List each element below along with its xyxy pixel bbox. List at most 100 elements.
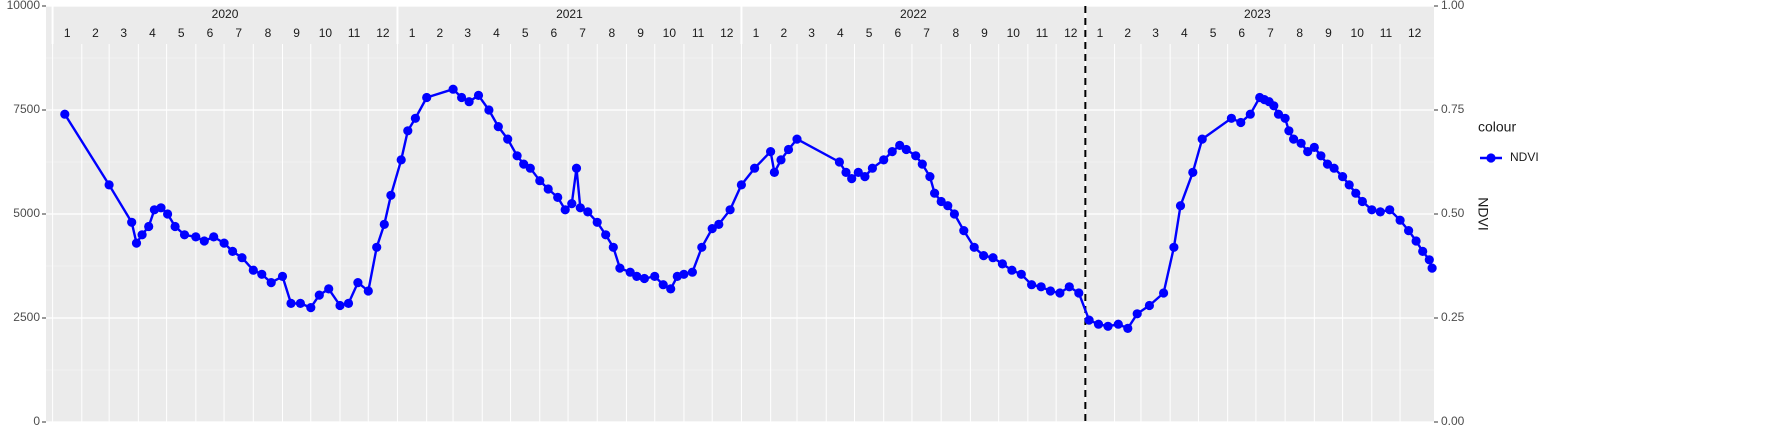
data-point [131,238,142,248]
data-point [776,155,786,165]
data-point [860,172,870,182]
month-label: 6 [1238,26,1245,40]
data-point [1132,309,1142,319]
data-point [1329,163,1339,173]
data-point [314,290,324,300]
data-point [228,246,238,256]
data-point [343,298,354,308]
data-point [543,184,553,194]
data-point [266,278,276,288]
month-label: 9 [293,26,300,40]
data-point [666,284,676,294]
data-point [988,253,998,263]
data-point [170,221,180,232]
data-point [286,298,296,308]
data-point [615,263,625,273]
data-point [1427,263,1437,273]
month-label: 5 [522,26,529,40]
data-point [841,167,851,177]
year-label: 2020 [212,7,239,21]
month-label: 2 [1124,26,1131,40]
data-point [1169,242,1179,252]
month-label: 3 [808,26,815,40]
data-point [658,280,668,290]
data-point [1280,113,1290,123]
data-point [457,92,467,103]
data-point [687,267,698,277]
data-point [295,298,305,308]
month-label: 8 [1296,26,1303,40]
data-point [1123,323,1133,333]
data-point [901,144,911,155]
data-point [1284,126,1294,136]
y2-tick-label: 0.75 [1441,102,1465,116]
data-point [484,105,494,115]
data-point [1309,142,1319,152]
y-tick-label: 2500 [13,310,40,324]
data-point [969,242,979,252]
month-label: 10 [319,26,333,40]
data-point [853,167,863,177]
data-point [1007,265,1017,275]
data-point [911,151,921,161]
data-point [879,155,889,165]
data-point [1113,319,1123,329]
data-point [372,242,382,252]
data-point [363,286,373,296]
data-point [943,201,953,211]
month-label: 6 [207,26,214,40]
month-label: 12 [1064,26,1078,40]
data-point [1175,201,1186,211]
legend-label-ndvi: NDVI [1510,150,1539,164]
data-point [156,203,166,213]
data-point [199,236,209,246]
data-point [1103,321,1113,331]
data-point [1424,255,1434,265]
data-point [503,134,513,144]
y-tick-label: 0 [33,414,40,428]
data-point [60,109,70,119]
data-point [867,163,878,173]
data-point [917,159,927,169]
data-point [191,232,201,242]
data-point [930,188,940,198]
data-point [1303,147,1313,157]
data-point [725,205,735,215]
y2-tick-label: 0.50 [1441,206,1465,220]
data-point [592,217,602,227]
data-point [1375,207,1385,217]
y2-tick-label: 0.25 [1441,310,1465,324]
data-point [1385,205,1395,215]
data-point [575,203,585,213]
data-point [512,151,522,161]
month-label: 12 [1408,26,1422,40]
data-point [1404,226,1414,236]
data-point [1289,134,1299,144]
data-point [163,209,173,219]
y2-tick-label: 1.00 [1441,0,1465,12]
data-point [448,84,458,94]
data-point [519,159,529,169]
month-label: 12 [376,26,390,40]
data-point [1064,282,1074,292]
data-point [237,253,247,263]
data-point [895,140,905,150]
data-point [1084,315,1094,325]
month-label: 2 [437,26,444,40]
data-point [1344,180,1354,190]
legend: colour NDVI [1478,119,1539,164]
data-point [571,163,582,173]
data-point [750,163,760,173]
data-point [127,217,137,227]
month-label: 7 [923,26,930,40]
y-tick-label: 5000 [13,206,40,220]
month-label: 7 [579,26,586,40]
month-label: 9 [1325,26,1332,40]
data-point [137,230,147,240]
y2-tick-label: 0.00 [1441,414,1465,428]
month-label: 2 [780,26,787,40]
year-label: 2021 [556,7,583,21]
data-point [714,219,724,229]
